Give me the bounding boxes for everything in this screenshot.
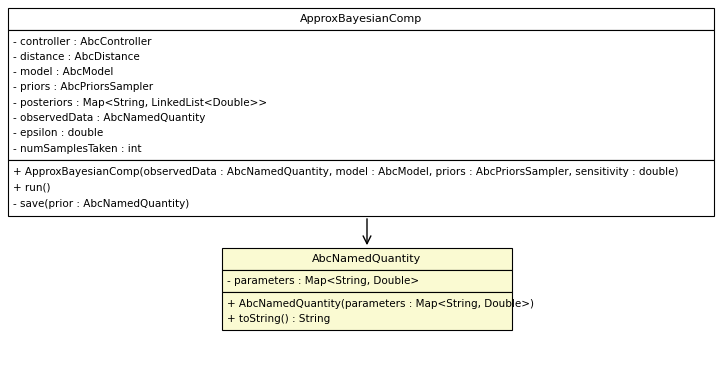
Text: - model : AbcModel: - model : AbcModel xyxy=(13,67,114,77)
Bar xyxy=(222,292,512,330)
Text: ApproxBayesianComp: ApproxBayesianComp xyxy=(300,14,422,24)
Bar xyxy=(8,160,714,216)
Text: + run(): + run() xyxy=(13,183,51,193)
Text: - epsilon : double: - epsilon : double xyxy=(13,128,103,138)
Text: - parameters : Map<String, Double>: - parameters : Map<String, Double> xyxy=(227,276,419,286)
Bar xyxy=(222,270,512,292)
Text: - save(prior : AbcNamedQuantity): - save(prior : AbcNamedQuantity) xyxy=(13,199,189,209)
Text: + toString() : String: + toString() : String xyxy=(227,314,330,324)
Text: - priors : AbcPriorsSampler: - priors : AbcPriorsSampler xyxy=(13,83,153,93)
Text: - numSamplesTaken : int: - numSamplesTaken : int xyxy=(13,144,142,154)
Text: + AbcNamedQuantity(parameters : Map<String, Double>): + AbcNamedQuantity(parameters : Map<Stri… xyxy=(227,298,534,308)
Text: - distance : AbcDistance: - distance : AbcDistance xyxy=(13,52,140,62)
Text: - posteriors : Map<String, LinkedList<Double>>: - posteriors : Map<String, LinkedList<Do… xyxy=(13,98,267,108)
Text: + ApproxBayesianComp(observedData : AbcNamedQuantity, model : AbcModel, priors :: + ApproxBayesianComp(observedData : AbcN… xyxy=(13,167,678,177)
Bar xyxy=(8,8,714,30)
Text: - controller : AbcController: - controller : AbcController xyxy=(13,36,152,46)
Bar xyxy=(8,30,714,160)
Text: - observedData : AbcNamedQuantity: - observedData : AbcNamedQuantity xyxy=(13,113,205,123)
Bar xyxy=(222,248,512,270)
Text: AbcNamedQuantity: AbcNamedQuantity xyxy=(312,254,422,264)
